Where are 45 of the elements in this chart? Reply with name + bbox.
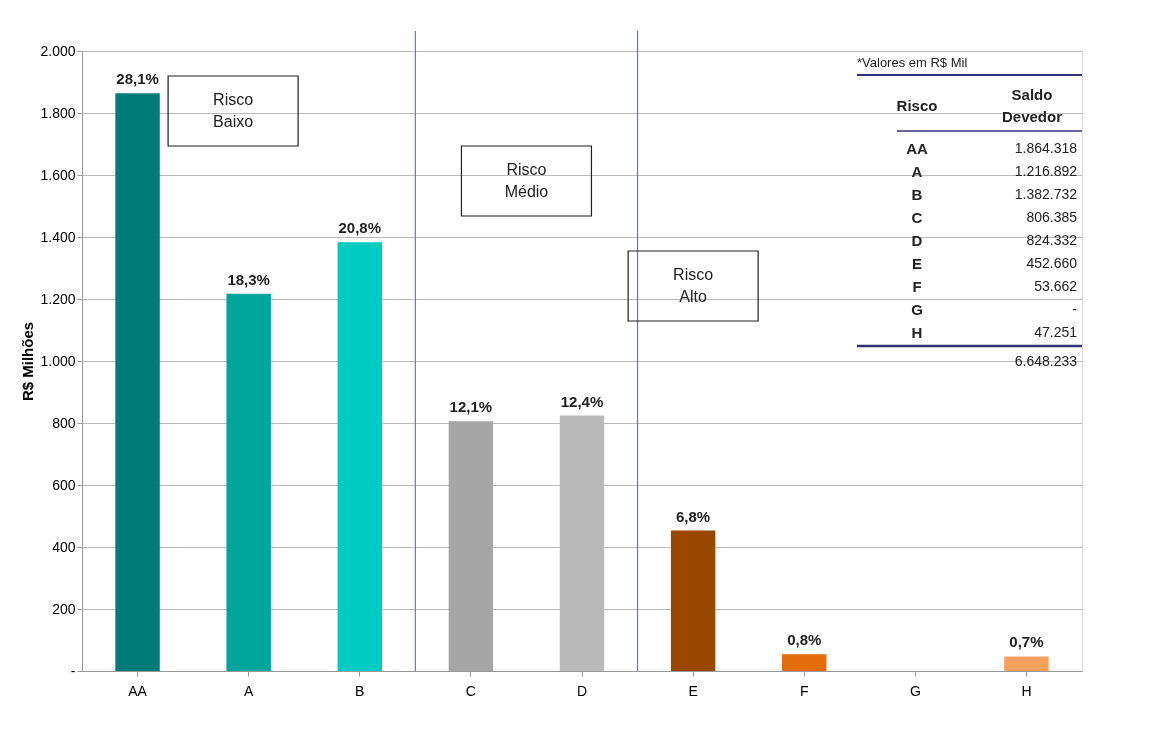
x-tick-label: H (1021, 682, 1032, 699)
x-tick-label: D (576, 682, 588, 699)
y-tick-label: 600 (52, 476, 76, 493)
y-tick-label: 1.400 (40, 228, 76, 245)
annotation: 20,8% (338, 219, 382, 237)
y-tick-label: 800 (52, 414, 76, 431)
bar (782, 654, 827, 671)
bar (670, 530, 716, 671)
text: AA A B C D E F G H (906, 140, 928, 341)
annotation: 0,8% (787, 631, 822, 649)
y-tick-label: 1.600 (40, 166, 76, 183)
bar (115, 93, 160, 671)
x-tick-label: AA (128, 682, 148, 699)
y-tick-label: - (70, 662, 76, 679)
x-tick-label: F (799, 682, 809, 699)
annotation: Risco Médio (504, 161, 549, 200)
annotation: Risco Baixo (213, 91, 254, 130)
annotation: 6,8% (676, 507, 711, 525)
annotation: 0,7% (1009, 633, 1044, 651)
text: 1.864.318 1.216.892 1.382.732 806.385 824.332 452.660 53.662 - 47.251 (1014, 140, 1077, 340)
y-tick-label: 400 (52, 538, 76, 555)
y-tick-label: 2.000 (40, 42, 76, 59)
annotation: 12,1% (449, 398, 493, 416)
y-tick-label: 200 (52, 600, 76, 617)
x-tick-label: C (465, 682, 476, 699)
bar (226, 293, 271, 671)
y-tick-label: 1.000 (40, 352, 76, 369)
annotation: Risco Alto (673, 266, 714, 305)
bar (448, 421, 494, 671)
x-tick-label: E (688, 682, 698, 699)
x-tick-label: G (909, 682, 921, 699)
y-tick-label: 1.200 (40, 290, 76, 307)
annotation: 12,4% (560, 392, 604, 410)
x-tick-label: A (243, 682, 254, 699)
y-axis-title: R$ Milhões (19, 321, 37, 402)
annotation: Risco (896, 97, 938, 114)
annotation: 18,3% (227, 270, 270, 288)
annotation: 28,1% (116, 70, 159, 88)
annotation: *Valores em R$ Mil (857, 55, 968, 70)
bar (337, 242, 382, 671)
bar (1004, 656, 1049, 671)
y-tick-label: 1.800 (40, 104, 76, 121)
annotation: 6.648.233 (1014, 353, 1078, 369)
annotation: Saldo Devedor (1001, 86, 1063, 125)
x-tick-label: B (355, 682, 365, 699)
